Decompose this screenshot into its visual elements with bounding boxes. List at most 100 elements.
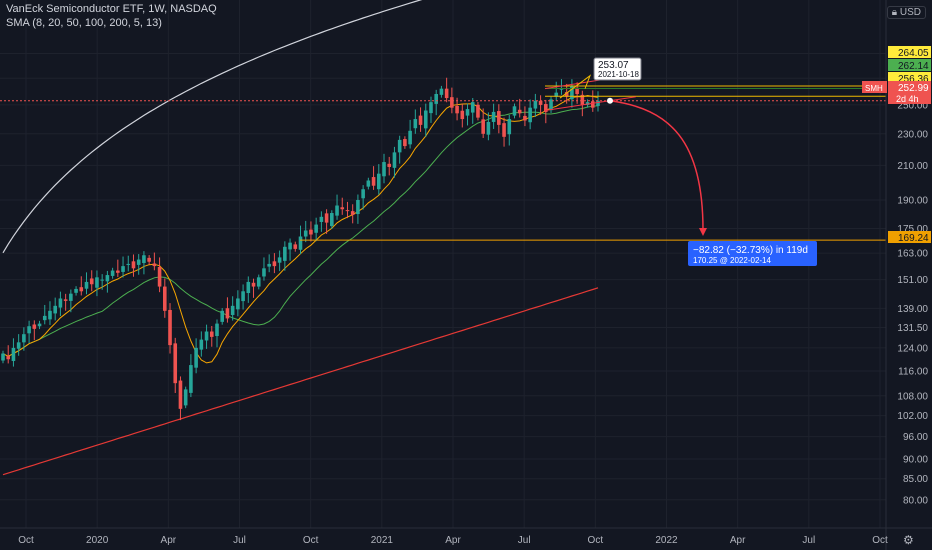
candle-body	[476, 104, 480, 118]
price-tick-label: 116.00	[898, 366, 928, 377]
candle-body	[293, 244, 298, 249]
candle-body	[58, 298, 63, 308]
candle-body	[27, 326, 31, 334]
candle-body	[455, 105, 459, 114]
price-tag-label: 262.14	[898, 61, 929, 72]
candle-body	[22, 334, 26, 343]
candle-body	[89, 278, 94, 285]
time-tick-label: Oct	[872, 535, 888, 546]
settings-gear-icon[interactable]: ⚙	[903, 533, 914, 547]
candle-body	[549, 99, 553, 111]
candle-body	[272, 261, 277, 267]
sma-indicator-label[interactable]: SMA (8, 20, 50, 100, 200, 5, 13)	[6, 17, 162, 29]
currency-button[interactable]: 🔒︎ USD	[886, 6, 926, 19]
candle-body	[523, 115, 527, 121]
candle-body	[497, 111, 501, 125]
countdown-label: 2d 4h	[896, 94, 919, 104]
candle-body	[481, 119, 485, 134]
projection-target: 170.25 @ 2022-02-14	[693, 256, 772, 265]
candle-body	[173, 343, 178, 384]
projection-change: −82.82 (−32.73%) in 119d	[693, 245, 808, 256]
candle-body	[32, 324, 37, 329]
projection-arrowhead	[699, 228, 707, 237]
price-tag-label: 264.05	[898, 48, 929, 59]
candle-body	[220, 310, 225, 322]
candle-body	[267, 263, 271, 267]
candle-body	[157, 266, 162, 287]
candle-body	[121, 266, 125, 272]
candle-body	[392, 152, 397, 168]
candle-body	[538, 100, 543, 105]
projection-start-point	[607, 97, 613, 104]
candle-body	[528, 107, 532, 123]
candle-body	[42, 315, 47, 321]
time-tick-label: Oct	[303, 535, 319, 546]
candle-body	[413, 119, 418, 129]
candle-body	[350, 211, 355, 215]
candle-body	[507, 119, 512, 135]
candle-body	[450, 97, 454, 108]
candle-body	[387, 163, 392, 167]
chart-title: VanEck Semiconductor ETF, 1W, NASDAQ	[6, 3, 217, 15]
price-tick-label: 163.00	[897, 249, 928, 260]
candle-body	[533, 100, 538, 109]
candle-body	[147, 257, 151, 262]
candle-body	[324, 213, 329, 223]
sma200-line	[2, 287, 599, 476]
candle-body	[215, 323, 219, 337]
projection-arrow	[609, 100, 704, 231]
price-tick-label: 96.00	[903, 432, 928, 443]
price-tick-label: 250.00	[897, 100, 928, 111]
candle-body	[204, 331, 209, 341]
price-tick-label: 175.00	[897, 224, 928, 235]
candle-body	[288, 242, 292, 250]
candle-body	[366, 180, 371, 187]
symbol-tag	[862, 81, 887, 93]
candle-body	[564, 92, 569, 97]
candle-body	[53, 305, 57, 314]
candle-body	[470, 102, 475, 113]
candle-body	[241, 291, 245, 302]
candle-body	[152, 263, 157, 267]
candle-body	[142, 255, 146, 264]
candle-body	[544, 104, 548, 112]
candle-body	[303, 230, 308, 237]
price-tick-label: 108.00	[897, 391, 928, 402]
channel-lower	[544, 96, 637, 111]
candle-body	[314, 224, 318, 233]
candle-body	[183, 389, 188, 406]
candle-body	[236, 298, 240, 310]
time-tick-label: Jul	[802, 535, 815, 546]
sma100-line	[2, 0, 423, 254]
candle-body	[345, 210, 350, 212]
time-tick-label: Apr	[445, 535, 461, 546]
time-tick-label: Jul	[518, 535, 531, 546]
candle-body	[570, 86, 574, 100]
candle-body	[11, 347, 16, 361]
price-tick-label: 85.00	[903, 474, 928, 485]
candle-body	[84, 281, 89, 289]
callout-price: 253.07	[598, 60, 629, 71]
price-tag	[888, 59, 931, 71]
projection-box	[688, 241, 817, 266]
price-tick-label: 190.00	[897, 196, 928, 207]
price-tag	[888, 231, 931, 243]
candle-body	[585, 102, 590, 105]
candle-body	[491, 111, 496, 122]
candle-body	[403, 139, 407, 147]
candle-body	[246, 281, 251, 294]
candle-body	[486, 121, 491, 135]
candle-body	[110, 270, 115, 276]
price-tag-label: 256.36	[898, 74, 929, 85]
time-tick-label: 2021	[371, 535, 394, 546]
candle-body	[131, 261, 136, 269]
time-tick-label: Oct	[18, 535, 34, 546]
candle-body	[439, 88, 444, 95]
candle-body	[162, 286, 167, 311]
candle-body	[262, 268, 266, 277]
candle-body	[225, 308, 230, 319]
candle-body	[502, 123, 506, 137]
price-tag	[888, 81, 931, 93]
